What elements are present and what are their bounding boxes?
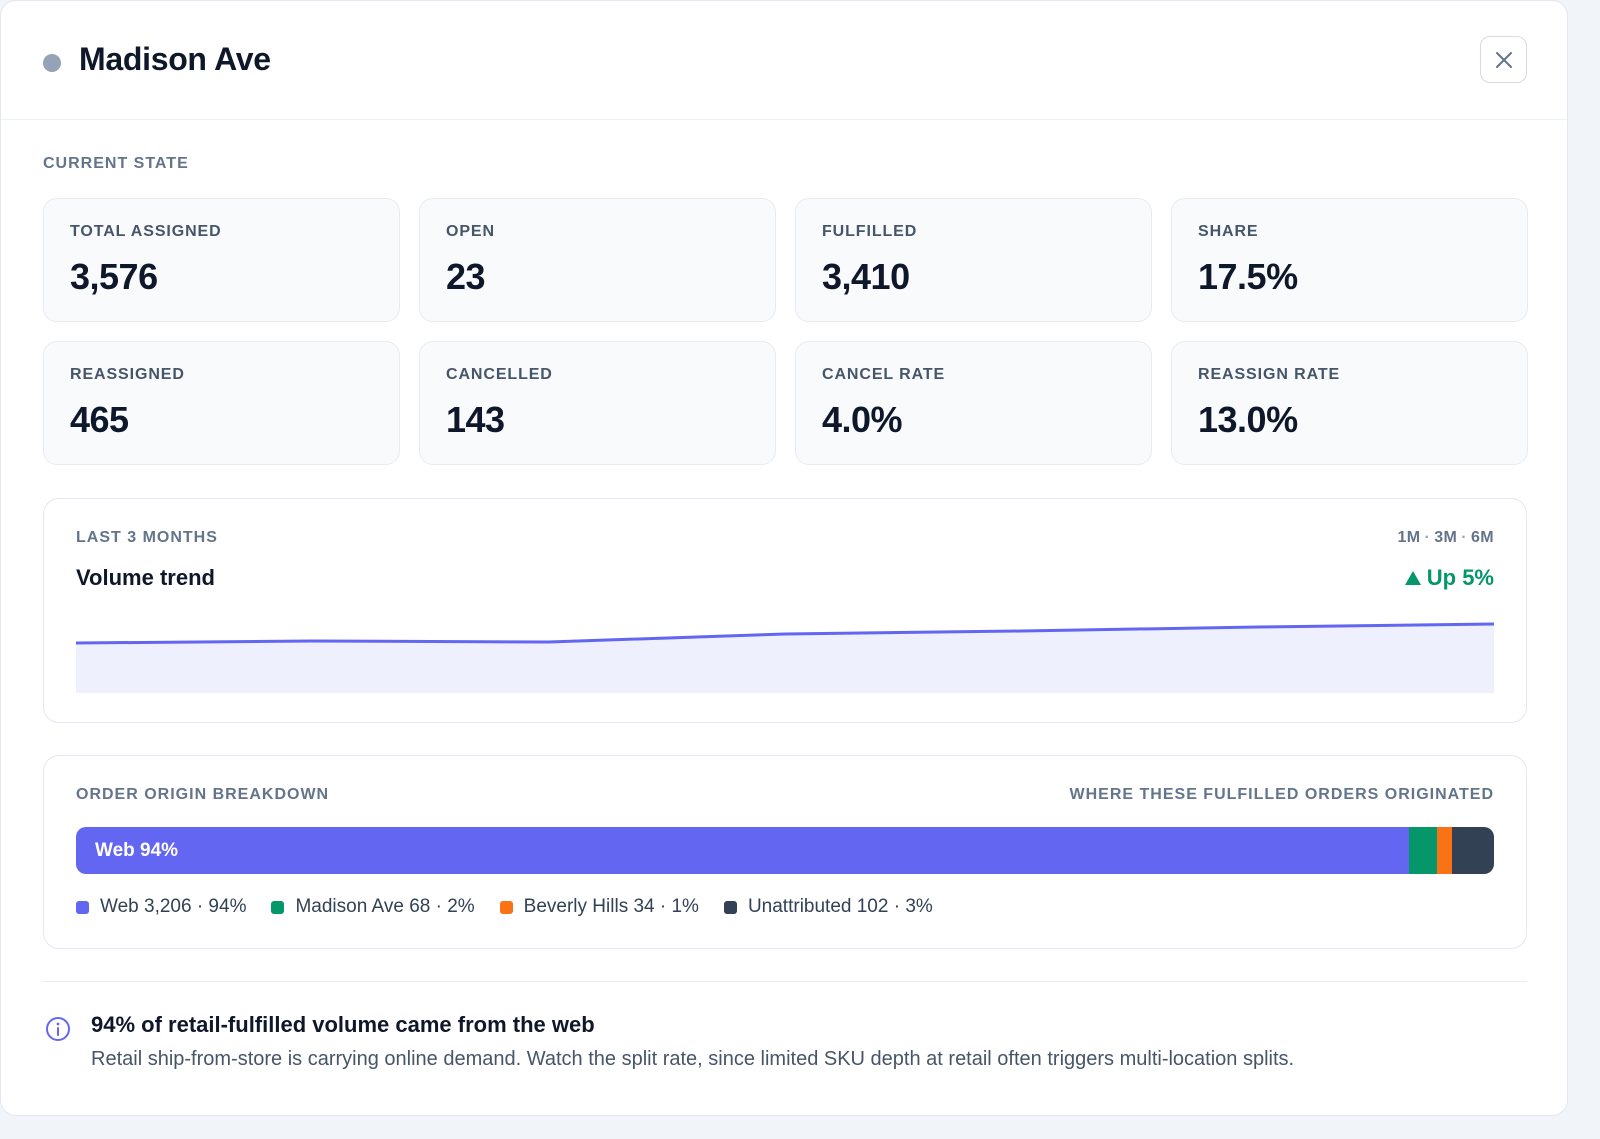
stat-card-reassign-rate: REASSIGN RATE 13.0% <box>1171 341 1528 465</box>
stat-label: FULFILLED <box>822 223 918 240</box>
range-tab-6m[interactable]: 6M <box>1470 529 1494 546</box>
stat-label: CANCELLED <box>446 366 553 383</box>
legend-text: Madison Ave 68 · 2% <box>295 896 475 917</box>
trend-kicker: LAST 3 MONTHS <box>76 529 218 546</box>
stat-card-cancel-rate: CANCEL RATE 4.0% <box>795 341 1152 465</box>
stat-value: 3,576 <box>70 256 158 297</box>
trend-delta-text: Up 5% <box>1426 565 1494 590</box>
triangle-up-icon <box>1404 571 1421 585</box>
stack-segment-unattributed[interactable] <box>1451 827 1494 874</box>
range-separator: · <box>1461 529 1467 546</box>
legend-text: Unattributed 102 · 3% <box>747 896 933 917</box>
origin-stacked-bar: Web 94% <box>76 827 1494 874</box>
stat-card-total-assigned: TOTAL ASSIGNED 3,576 <box>43 198 400 322</box>
close-button[interactable] <box>1480 36 1527 83</box>
range-tab-1m[interactable]: 1M <box>1397 529 1421 546</box>
order-origin-card: ORDER ORIGIN BREAKDOWN WHERE THESE FULFI… <box>43 755 1527 949</box>
stack-segment-beverly-hills[interactable] <box>1437 827 1452 874</box>
stat-value: 13.0% <box>1198 399 1298 440</box>
range-separator: · <box>1424 529 1431 546</box>
current-state-label: CURRENT STATE <box>43 155 189 172</box>
stat-value: 465 <box>70 399 129 440</box>
stat-card-fulfilled: FULFILLED 3,410 <box>795 198 1152 322</box>
stat-card-share: SHARE 17.5% <box>1171 198 1528 322</box>
stat-value: 17.5% <box>1198 256 1298 297</box>
stack-segment-label: Web 94% <box>95 839 179 861</box>
stat-label: OPEN <box>446 223 495 240</box>
trend-title: Volume trend <box>76 565 215 590</box>
stat-label: TOTAL ASSIGNED <box>70 223 222 240</box>
trend-delta: Up 5% <box>1404 565 1494 591</box>
legend-item: Madison Ave 68 · 2% <box>271 896 475 918</box>
stack-segment-madison-ave[interactable] <box>1409 827 1438 874</box>
insight-body: Retail ship-from-store is carrying onlin… <box>91 1048 1295 1070</box>
stat-grid: TOTAL ASSIGNED 3,576 OPEN 23 FULFILLED 3… <box>43 198 1528 465</box>
stat-value: 23 <box>446 256 486 297</box>
stat-label: REASSIGN RATE <box>1198 366 1341 383</box>
legend-swatch <box>723 900 737 914</box>
range-tab-3m[interactable]: 3M <box>1434 529 1458 546</box>
stat-value: 4.0% <box>822 399 903 440</box>
legend-item: Web 3,206 · 94% <box>76 896 246 918</box>
stat-value: 3,410 <box>822 256 910 297</box>
volume-trend-chart <box>76 622 1494 693</box>
stat-card-cancelled: CANCELLED 143 <box>419 341 776 465</box>
trend-line <box>76 622 1494 645</box>
origin-kicker: ORDER ORIGIN BREAKDOWN <box>76 786 330 803</box>
stat-label: CANCEL RATE <box>822 366 946 383</box>
stat-label: REASSIGNED <box>70 366 185 383</box>
legend-swatch <box>499 900 513 914</box>
stat-card-open: OPEN 23 <box>419 198 776 322</box>
stat-card-reassigned: REASSIGNED 465 <box>43 341 400 465</box>
legend-item: Beverly Hills 34 · 1% <box>499 896 699 918</box>
origin-legend: Web 3,206 · 94% Madison Ave 68 · 2% Beverl… <box>76 896 958 918</box>
trend-area <box>76 624 1494 693</box>
stack-segment-web[interactable]: Web 94% <box>76 827 1410 874</box>
status-dot <box>43 54 61 72</box>
stat-label: SHARE <box>1198 223 1259 240</box>
divider <box>43 981 1527 982</box>
origin-subtitle: WHERE THESE FULFILLED ORDERS ORIGINATED <box>1069 786 1494 803</box>
legend-swatch <box>271 900 285 914</box>
insight-title: 94% of retail-fulfilled volume came from… <box>91 1012 595 1037</box>
store-detail-modal: Madison Ave CURRENT STATE TOTAL ASSIGNED… <box>0 0 1568 1116</box>
close-icon <box>1495 51 1512 68</box>
info-icon <box>46 1017 70 1041</box>
legend-item: Unattributed 102 · 3% <box>723 896 933 918</box>
page-title: Madison Ave <box>79 41 271 77</box>
legend-text: Web 3,206 · 94% <box>100 896 247 917</box>
volume-trend-card: LAST 3 MONTHS Volume trend 1M · 3M · 6M Up 5… <box>43 498 1527 723</box>
legend-text: Beverly Hills 34 · 1% <box>523 896 699 917</box>
modal-header: Madison Ave <box>1 1 1567 120</box>
stat-value: 143 <box>446 399 505 440</box>
legend-swatch <box>76 900 89 914</box>
range-tabs: 1M · 3M · 6M <box>1397 529 1494 547</box>
